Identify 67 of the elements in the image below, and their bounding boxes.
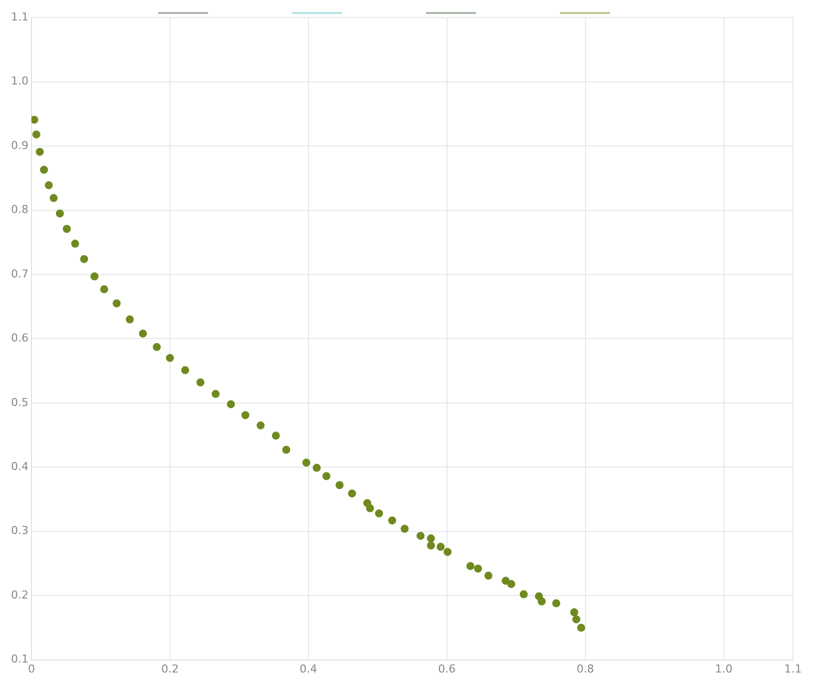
point [484,572,492,580]
point [570,608,578,616]
point [226,400,235,408]
point [366,504,374,512]
point [196,378,204,386]
point [302,458,310,467]
point [56,209,64,218]
point [426,541,435,550]
y-tick-label: 0.8 [10,203,28,216]
point [36,148,44,156]
point [31,116,38,124]
point [90,272,98,280]
point [375,509,384,518]
point [444,548,452,556]
x-tick-label: 0 [28,662,35,676]
point [71,240,80,248]
point [400,524,409,533]
point [426,534,435,542]
point [166,354,174,362]
point [552,599,560,608]
point [50,194,58,202]
point [282,446,290,454]
point [212,390,220,398]
point [112,299,121,308]
point [507,580,516,588]
point [520,590,528,598]
point [388,516,396,524]
x-tick-label: 0.6 [438,662,456,676]
x-tick-label: 0.8 [576,662,594,676]
y-tick-label: 0.4 [10,460,28,473]
point [416,532,425,540]
point [348,489,356,498]
point [577,624,586,632]
point [152,343,161,352]
point [32,130,40,138]
point [474,564,482,573]
y-tick-label: 0.6 [10,332,28,345]
point [241,411,250,420]
point [336,481,344,490]
y-tick-label: 0.9 [10,138,28,152]
y-tick-label: 0.1 [10,652,28,666]
point [138,330,147,338]
y-tick-label: 0.3 [10,524,28,538]
y-tick-label: 1.0 [10,74,28,88]
x-tick-label: 1.1 [784,662,802,676]
y-tick-label: 0.2 [10,588,28,602]
y-tick-label: 1.1 [10,10,28,24]
point [436,542,445,551]
point [272,432,280,440]
point [40,166,48,174]
point [100,285,108,294]
point [62,224,71,233]
point [126,315,134,324]
point [312,464,321,472]
point [80,255,88,264]
point [572,615,580,624]
point [181,366,190,374]
point [256,421,265,430]
point [538,597,546,606]
point [322,472,330,480]
x-tick-label: 0.2 [161,662,179,676]
point [466,562,474,570]
y-tick-label: 0.5 [10,396,28,409]
y-tick-label: 0.7 [10,267,28,280]
point [44,181,53,190]
x-tick-label: 1.0 [715,662,733,676]
x-tick-label: 0.4 [300,662,318,676]
